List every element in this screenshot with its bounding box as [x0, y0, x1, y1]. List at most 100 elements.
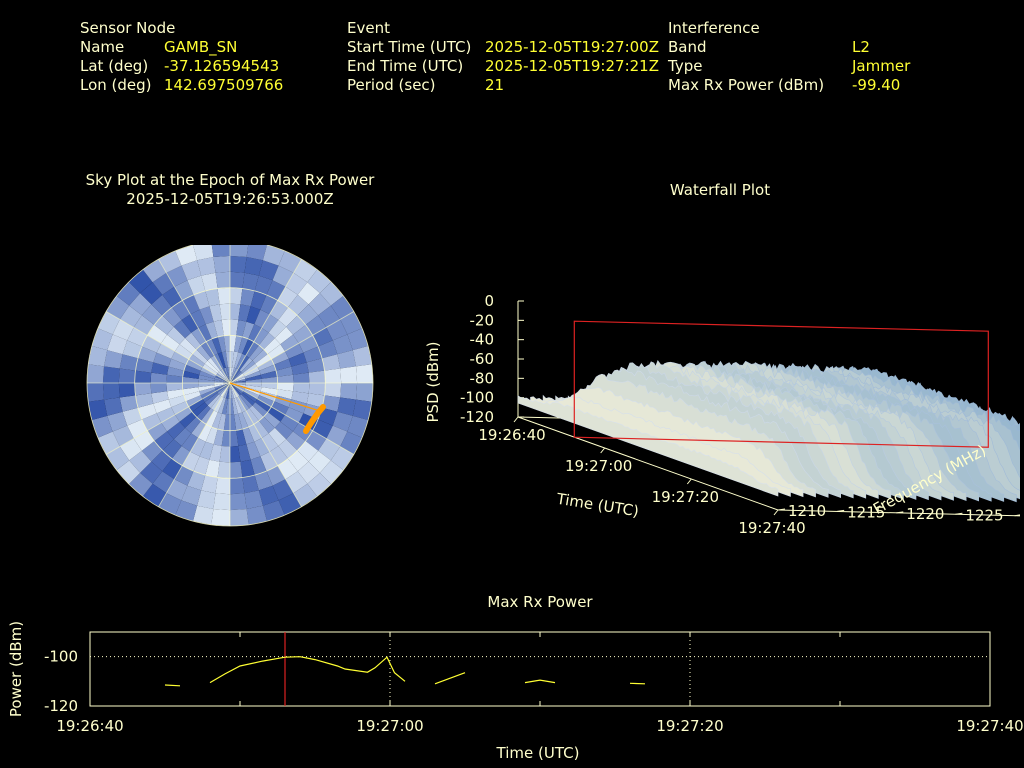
skyplot-cell	[352, 346, 372, 367]
skyplot-cell	[257, 359, 274, 371]
skyplot-cell	[230, 380, 246, 383]
skyplot-cell	[182, 370, 200, 379]
skyplot-cell	[269, 300, 288, 320]
skyplot-cell	[260, 451, 278, 472]
skyplot-cell	[293, 372, 310, 383]
sensor-name-label: Name	[80, 38, 125, 56]
skyplot-cell	[254, 275, 273, 295]
skyplot-cell	[134, 370, 152, 383]
skyplot-cell	[230, 371, 243, 383]
skyplot-cell	[288, 450, 309, 472]
skyplot-cell	[88, 399, 108, 420]
maxrx-series	[164, 656, 646, 687]
skyplot-cell	[330, 446, 354, 471]
skyplot-cell	[230, 367, 237, 383]
skyplot-cell	[175, 406, 193, 422]
skyplot-cell	[141, 413, 162, 431]
skyplot-cell	[262, 500, 285, 522]
skyplot-cell	[293, 325, 313, 344]
skyplot-cell	[271, 401, 289, 415]
skyplot-cell	[167, 389, 184, 400]
skyplot-cell	[332, 334, 353, 355]
skyplot-jammer-track	[303, 404, 326, 434]
waterfall-y-tick	[1014, 514, 1020, 517]
skyplot-cell	[187, 275, 206, 295]
skyplot-cell	[147, 422, 167, 441]
skyplot-cell	[197, 490, 216, 509]
event-end-value: 2025-12-05T19:27:21Z	[485, 57, 659, 75]
skyplot-cell	[293, 422, 313, 441]
skyplot-cell	[234, 335, 243, 353]
skyplot-cell	[104, 397, 123, 416]
skyplot-cell	[230, 378, 246, 383]
skyplot-cell	[107, 411, 128, 432]
skyplot-cell	[243, 389, 260, 399]
skyplot-cell	[230, 493, 247, 511]
waterfall-x-tick	[686, 478, 692, 485]
skyplot-cell	[210, 395, 223, 411]
maxrx-plot-frame	[89, 631, 991, 707]
skyplot-cell	[156, 343, 175, 359]
skyplot-cell	[227, 383, 230, 399]
skyplot-cell	[253, 328, 269, 346]
skyplot-track	[229, 382, 326, 434]
maxrx-title: Max Rx Power	[487, 593, 593, 611]
skyplot-cell	[241, 360, 256, 374]
maxrx-y-tick-label: -120	[44, 697, 78, 715]
waterfall-z-tick-label: 0	[484, 292, 494, 310]
skyplot-cell	[261, 383, 278, 390]
skyplot-cell	[151, 294, 172, 316]
skyplot-cell	[258, 260, 279, 281]
event-period-label: Period (sec)	[347, 76, 436, 94]
skyplot-cell	[200, 367, 217, 377]
sensor-lon-value: 142.697509766	[164, 76, 284, 94]
skyplot-cell	[184, 391, 201, 402]
skyplot-cell	[259, 416, 275, 434]
maxrx-xlabel: Time (UTC)	[496, 744, 580, 762]
skyplot-cell	[141, 441, 163, 462]
skyplot-cell	[191, 328, 207, 346]
skyplot-cell	[179, 338, 197, 354]
skyplot-cell	[312, 419, 333, 439]
maxrx-series-segment	[629, 682, 646, 685]
skyplot-cell	[198, 385, 215, 392]
skyplot-cell	[166, 383, 183, 392]
skyplot-cell	[152, 471, 175, 494]
skyplot-cell	[245, 341, 259, 358]
skyplot-cell	[202, 390, 218, 403]
skyplot-cell	[274, 358, 292, 371]
skyplot-cell	[248, 424, 262, 442]
skyplot-cell	[171, 401, 189, 415]
interference-band-value: L2	[852, 38, 870, 56]
skyplot-cell	[193, 290, 210, 310]
skyplot-cell	[230, 287, 243, 305]
skyplot-cell	[242, 272, 259, 291]
skyplot-cell	[168, 395, 186, 408]
skyplot-cell	[236, 320, 247, 337]
skyplot-cell	[356, 383, 373, 402]
maxrx-chart: 19:26:40 19:27:00 19:27:20 19:27:40 -100 -120…	[7, 621, 1024, 762]
skyplot-cell	[268, 427, 287, 446]
skyplot-cell	[277, 374, 294, 383]
skyplot-cell	[242, 427, 255, 445]
maxrx-series-segment	[434, 672, 466, 685]
skyplot-spoke	[229, 382, 302, 508]
maxrx-ylabel: Power (dBm)	[7, 621, 25, 717]
skyplot-cell	[181, 260, 202, 281]
skyplot-cell	[297, 304, 319, 325]
skyplot-cell	[266, 280, 286, 301]
skyplot-cell	[274, 421, 293, 440]
skyplot-cell	[184, 364, 201, 375]
skyplot-cell	[225, 351, 230, 368]
skyplot-cell	[250, 290, 267, 310]
skyplot-cell	[249, 405, 264, 421]
skyplot-cell	[230, 367, 235, 383]
skyplot-cell	[122, 407, 142, 426]
skyplot-cell	[198, 378, 215, 383]
skyplot-cell	[116, 281, 141, 306]
waterfall-x-tick-label: 19:26:40	[478, 426, 545, 444]
event-heading: Event	[347, 19, 390, 37]
skyplot-cell	[150, 383, 167, 394]
skyplot-cell	[142, 483, 167, 507]
skyplot-cell	[119, 395, 138, 412]
